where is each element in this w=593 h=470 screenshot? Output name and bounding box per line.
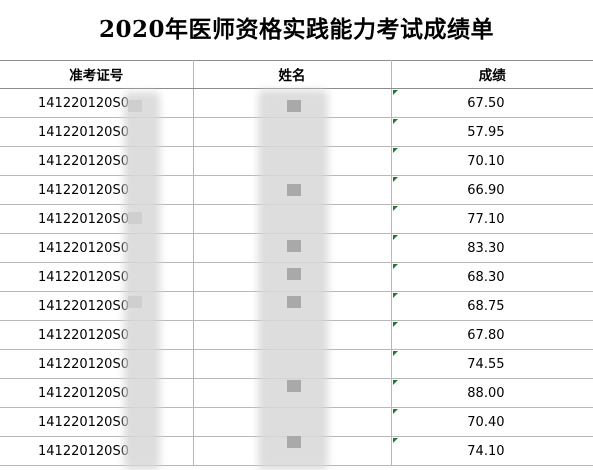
cell-comment-marker — [392, 322, 398, 327]
cell-comment-marker — [392, 148, 398, 153]
cell-exam-id[interactable]: 141220120S0 — [0, 349, 194, 379]
cell-name[interactable] — [193, 436, 392, 466]
score-value: 74.55 — [467, 356, 505, 372]
cell-comment-marker — [392, 293, 398, 298]
score-value: 68.30 — [467, 269, 505, 285]
score-value: 88.00 — [467, 385, 505, 401]
cell-score[interactable]: 77.10 — [391, 204, 593, 234]
cell-name[interactable] — [193, 88, 392, 118]
cell-score[interactable]: 68.75 — [391, 291, 593, 321]
score-value: 70.10 — [467, 153, 505, 169]
cell-name[interactable] — [193, 378, 392, 408]
score-value: 66.90 — [467, 182, 505, 198]
cell-name[interactable] — [193, 175, 392, 205]
cell-exam-id[interactable]: 141220120S0 — [0, 407, 194, 437]
sheet-title: 2020年医师资格实践能力考试成绩单 — [0, 0, 593, 61]
table-row: 141220120S0 88.00 — [0, 378, 593, 408]
cell-exam-id[interactable]: 141220120S0 — [0, 88, 194, 118]
cell-score[interactable]: 88.00 — [391, 378, 593, 408]
table-row: 141220120S0 70.10 — [0, 146, 593, 176]
cell-exam-id[interactable]: 141220120S0 — [0, 291, 194, 321]
score-value: 67.50 — [467, 95, 505, 111]
cell-comment-marker — [392, 235, 398, 240]
score-value: 67.80 — [467, 327, 505, 343]
cell-name[interactable] — [193, 407, 392, 437]
header-name[interactable]: 姓名 — [193, 60, 392, 89]
table-row: 141220120S0 67.80 — [0, 320, 593, 350]
cell-comment-marker — [392, 119, 398, 124]
table-row: 141220120S0 77.10 — [0, 204, 593, 234]
score-value: 68.75 — [467, 298, 505, 314]
table-header-row: 准考证号 姓名 成绩 — [0, 60, 593, 89]
table-row: 141220120S0 83.30 — [0, 233, 593, 263]
table-row: 141220120S0 68.75 — [0, 291, 593, 321]
cell-name[interactable] — [193, 204, 392, 234]
table-row: 141220120S0 74.10 — [0, 436, 593, 466]
cell-score[interactable]: 70.40 — [391, 407, 593, 437]
cell-exam-id[interactable]: 141220120S0 — [0, 175, 194, 205]
score-value: 83.30 — [467, 240, 505, 256]
score-value: 74.10 — [467, 443, 505, 459]
cell-score[interactable]: 74.10 — [391, 436, 593, 466]
header-exam-id[interactable]: 准考证号 — [0, 60, 194, 89]
cell-comment-marker — [392, 380, 398, 385]
table-row: 141220120S0 68.30 — [0, 262, 593, 292]
cell-score[interactable]: 67.80 — [391, 320, 593, 350]
score-value: 77.10 — [467, 211, 505, 227]
table-row: 141220120S0 57.95 — [0, 117, 593, 147]
cell-name[interactable] — [193, 233, 392, 263]
cell-exam-id[interactable]: 141220120S0 — [0, 204, 194, 234]
cell-comment-marker — [392, 177, 398, 182]
cell-comment-marker — [392, 409, 398, 414]
cell-name[interactable] — [193, 349, 392, 379]
table-row: 141220120S0 70.40 — [0, 407, 593, 437]
table-row: 141220120S0 67.50 — [0, 88, 593, 118]
cell-exam-id[interactable]: 141220120S0 — [0, 262, 194, 292]
cell-comment-marker — [392, 438, 398, 443]
cell-name[interactable] — [193, 117, 392, 147]
header-score[interactable]: 成绩 — [391, 60, 593, 89]
score-value: 70.40 — [467, 414, 505, 430]
table-row: 141220120S0 66.90 — [0, 175, 593, 205]
cell-score[interactable]: 74.55 — [391, 349, 593, 379]
cell-exam-id[interactable]: 141220120S0 — [0, 146, 194, 176]
cell-exam-id[interactable]: 141220120S0 — [0, 378, 194, 408]
cell-name[interactable] — [193, 262, 392, 292]
cell-exam-id[interactable]: 141220120S0 — [0, 320, 194, 350]
table-row: 141220120S0 74.55 — [0, 349, 593, 379]
cell-comment-marker — [392, 90, 398, 95]
cell-name[interactable] — [193, 291, 392, 321]
cell-exam-id[interactable]: 141220120S0 — [0, 117, 194, 147]
cell-comment-marker — [392, 264, 398, 269]
score-table: 准考证号 姓名 成绩 141220120S0 67.50 141220120S0… — [0, 60, 593, 466]
cell-score[interactable]: 70.10 — [391, 146, 593, 176]
cell-score[interactable]: 57.95 — [391, 117, 593, 147]
cell-score[interactable]: 67.50 — [391, 88, 593, 118]
cell-name[interactable] — [193, 146, 392, 176]
cell-score[interactable]: 83.30 — [391, 233, 593, 263]
cell-comment-marker — [392, 351, 398, 356]
cell-comment-marker — [392, 206, 398, 211]
cell-score[interactable]: 68.30 — [391, 262, 593, 292]
score-value: 57.95 — [467, 124, 505, 140]
cell-name[interactable] — [193, 320, 392, 350]
cell-exam-id[interactable]: 141220120S0 — [0, 233, 194, 263]
cell-exam-id[interactable]: 141220120S0 — [0, 436, 194, 466]
cell-score[interactable]: 66.90 — [391, 175, 593, 205]
